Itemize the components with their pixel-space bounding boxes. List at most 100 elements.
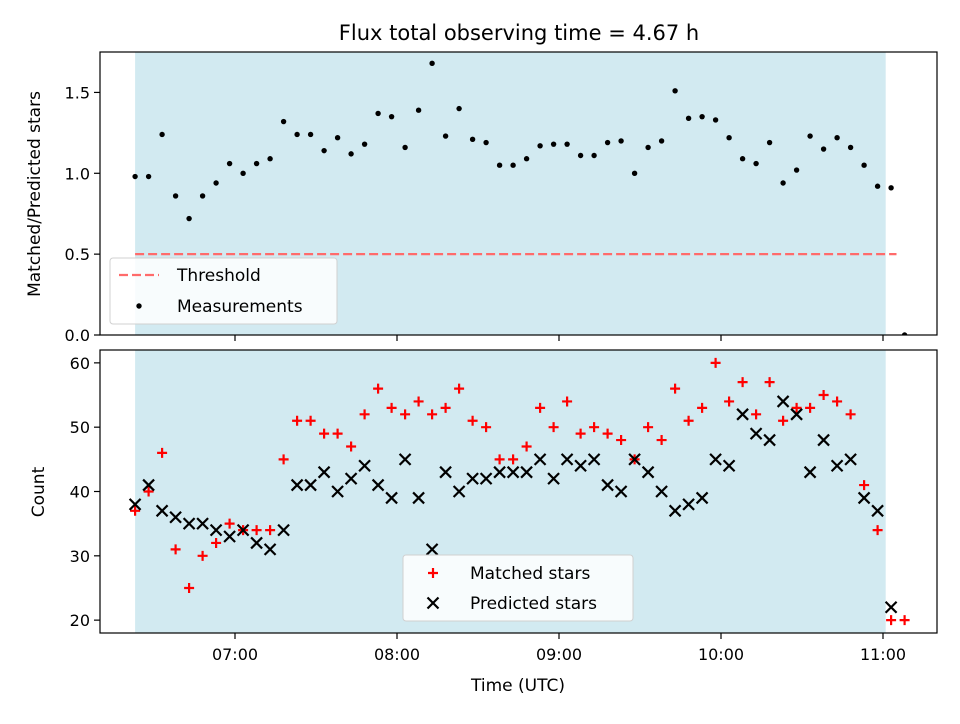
- matched-star-point-46: [751, 409, 762, 420]
- matched-star-point-48: [778, 415, 789, 426]
- predicted-star-point-48: [776, 395, 790, 408]
- matched-star-point-3: [170, 544, 181, 555]
- predicted-star-point-14: [317, 465, 331, 479]
- predicted-star-point-55: [871, 504, 884, 518]
- predicted-star-point-19: [385, 491, 398, 505]
- predicted-star-point-35: [601, 478, 614, 492]
- predicted-star-point-25: [466, 472, 479, 485]
- measurement-point-44: [726, 135, 732, 141]
- legend: Matched stars Predicted stars: [402, 554, 634, 622]
- matched-star-point-47: [764, 377, 775, 388]
- predicted-star-point-28: [506, 465, 520, 479]
- measurement-point-50: [807, 133, 813, 139]
- matched-star-point-36: [616, 435, 627, 446]
- matched-star-point-49: [791, 402, 802, 413]
- predicted-star-point-29: [520, 465, 533, 479]
- measurement-point-42: [699, 113, 705, 120]
- y-tick-label: 20: [70, 611, 90, 630]
- predicted-star-point-20: [398, 453, 412, 466]
- predicted-star-point-7: [223, 530, 236, 543]
- predicted-star-point-18: [371, 478, 385, 492]
- x-tick-label: 10:00: [698, 645, 744, 664]
- matched-star-point-28: [508, 454, 519, 465]
- legend-measurements-label: Measurements: [177, 297, 303, 317]
- measurement-point-10: [267, 156, 273, 162]
- measurement-point-41: [685, 115, 692, 122]
- matched-star-point-25: [467, 415, 478, 426]
- matched-star-point-51: [818, 390, 829, 401]
- matched-star-point-26: [481, 422, 492, 433]
- measurement-point-40: [672, 88, 678, 94]
- measurement-point-52: [834, 135, 840, 141]
- predicted-star-point-8: [236, 523, 250, 537]
- matched-star-point-5: [197, 550, 208, 561]
- measurement-point-49: [793, 167, 800, 173]
- measurement-point-55: [874, 183, 881, 189]
- predicted-star-point-2: [155, 504, 169, 518]
- predicted-star-point-49: [790, 408, 803, 421]
- legend-measurements-swatch: [136, 303, 142, 309]
- matched-star-point-15: [332, 428, 343, 439]
- x-tick-label: 09:00: [536, 645, 582, 664]
- measurement-point-7: [226, 160, 233, 167]
- matched-star-point-4: [184, 582, 195, 593]
- matched-star-point-20: [400, 409, 411, 420]
- matched-star-point-30: [535, 402, 546, 413]
- measurement-point-21: [415, 107, 422, 113]
- matched-star-point-32: [562, 396, 573, 407]
- legend-matched-label: Matched stars: [470, 564, 590, 584]
- measurement-point-5: [199, 193, 206, 199]
- y-tick-label: 50: [70, 418, 90, 437]
- measurement-point-38: [645, 144, 651, 151]
- predicted-star-point-38: [641, 465, 655, 479]
- legend-box: [109, 257, 338, 325]
- matched-star-point-6: [211, 537, 222, 548]
- predicted-star-point-37: [628, 453, 641, 466]
- matched-star-point-7: [224, 518, 235, 529]
- matched-star-point-16: [346, 441, 357, 452]
- predicted-star-point-53: [844, 453, 857, 466]
- matched-star-point-17: [359, 409, 370, 420]
- y-tick-label: 60: [70, 354, 90, 373]
- measurement-point-13: [307, 131, 314, 138]
- y-tick-label: 30: [70, 547, 90, 566]
- matched-star-point-2: [157, 447, 168, 458]
- matched-star-point-9: [251, 525, 262, 536]
- matched-star-point-35: [602, 428, 613, 439]
- measurement-point-39: [658, 138, 665, 144]
- predicted-star-point-17: [358, 459, 371, 473]
- measurement-point-19: [388, 113, 395, 120]
- predicted-star-point-50: [803, 465, 817, 479]
- measurement-point-12: [294, 131, 300, 138]
- measurement-point-27: [496, 162, 503, 168]
- measurement-point-26: [483, 139, 489, 146]
- predicted-star-point-0: [128, 498, 142, 511]
- measurement-point-48: [780, 180, 786, 186]
- matched-star-point-41: [683, 415, 694, 426]
- legend-predicted-swatch: [426, 596, 440, 610]
- predicted-star-point-23: [439, 465, 452, 479]
- matched-star-point-11: [278, 454, 289, 465]
- matched-star-point-21: [413, 396, 424, 407]
- count-panel: 20 30 40 50 60 07:00 08:00 09:00 10:00 11:00 Match…: [70, 349, 938, 664]
- predicted-star-point-3: [169, 510, 182, 524]
- measurement-point-56: [888, 185, 894, 191]
- matched-star-point-33: [575, 428, 586, 439]
- predicted-star-point-15: [331, 485, 344, 498]
- predicted-star-point-5: [196, 517, 209, 530]
- predicted-star-point-47: [763, 433, 776, 447]
- matched-star-point-56: [886, 615, 897, 626]
- predicted-star-point-27: [493, 465, 506, 479]
- matched-star-point-44: [724, 396, 735, 407]
- x-tick-label: 07:00: [212, 645, 258, 664]
- matched-star-point-22: [427, 409, 438, 420]
- measurement-point-25: [469, 136, 476, 143]
- matched-star-point-42: [697, 402, 708, 413]
- measurement-point-53: [847, 144, 854, 151]
- matched-star-point-19: [386, 402, 397, 413]
- measurement-point-22: [429, 60, 435, 67]
- top-y-axis-label: Matched/Predicted stars: [25, 91, 45, 297]
- predicted-star-point-42: [695, 491, 709, 505]
- y-tick-label: 40: [70, 483, 90, 502]
